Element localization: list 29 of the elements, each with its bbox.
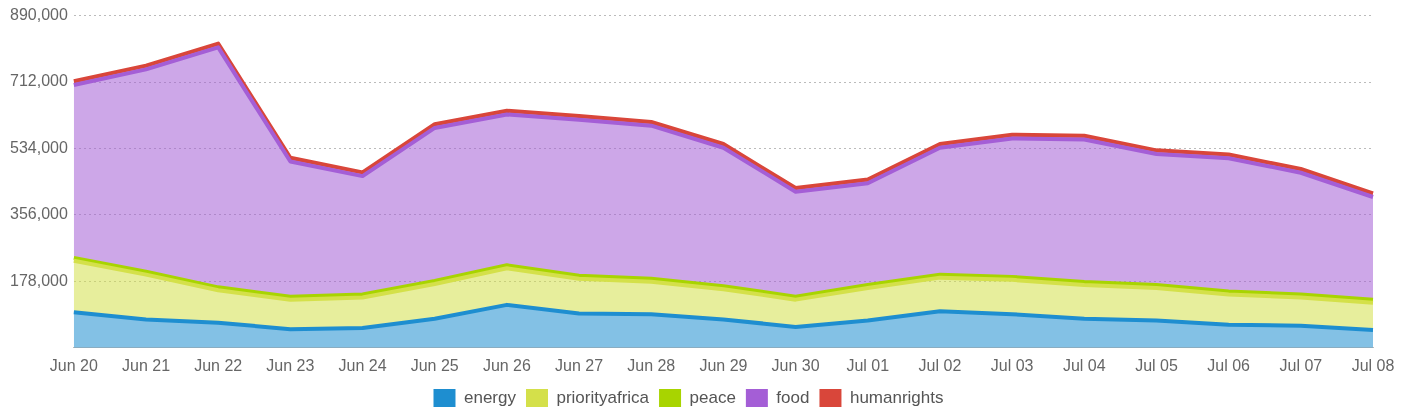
x-tick-label: Jul 06 <box>1207 356 1251 374</box>
x-tick-label: Jun 21 <box>121 356 171 374</box>
x-tick-label: Jun 24 <box>338 356 387 374</box>
legend-label: peace <box>689 387 736 407</box>
legend-label: priorityafrica <box>556 387 650 407</box>
y-tick-label: 890,000 <box>9 6 68 24</box>
x-tick-label: Jun 20 <box>49 356 98 374</box>
x-tick-label: Jul 04 <box>1062 356 1106 374</box>
legend-label: energy <box>463 387 517 407</box>
x-tick-label: Jun 25 <box>410 356 459 374</box>
x-tick-label: Jun 26 <box>482 356 532 374</box>
x-tick-label: Jul 01 <box>846 356 890 374</box>
x-tick-label: Jul 05 <box>1135 356 1178 374</box>
x-tick-label: Jun 22 <box>194 356 243 374</box>
x-tick-label: Jul 08 <box>1351 356 1395 374</box>
x-tick-label: Jun 28 <box>627 356 676 374</box>
y-tick-label: 534,000 <box>9 138 68 156</box>
legend-label: humanrights <box>849 387 944 407</box>
x-tick-label: Jul 02 <box>918 356 962 374</box>
x-tick-label: Jun 30 <box>771 356 820 374</box>
x-tick-label: Jun 27 <box>555 356 604 374</box>
x-tick-label: Jun 23 <box>266 356 315 374</box>
legend-label: food <box>776 387 810 407</box>
x-tick-label: Jul 03 <box>990 356 1034 374</box>
y-tick-label: 356,000 <box>9 205 68 223</box>
x-tick-label: Jul 07 <box>1279 356 1323 374</box>
y-tick-label: 178,000 <box>9 271 68 289</box>
x-tick-label: Jun 29 <box>699 356 748 374</box>
y-tick-label: 712,000 <box>9 72 68 90</box>
